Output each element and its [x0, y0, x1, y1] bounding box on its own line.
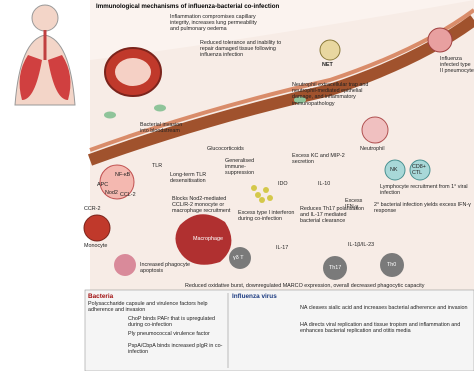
- annotation: Neutrophil extracellular trap and neutro…: [292, 82, 369, 107]
- panel-item: HA directs viral replication and tissue …: [300, 322, 461, 335]
- apc-cell: [99, 164, 135, 200]
- label: IL-17: [276, 245, 289, 251]
- label: APC: [97, 182, 109, 188]
- label: TLR: [152, 163, 163, 169]
- annotation: Excess KC and MIP-2 secretion: [292, 153, 345, 166]
- label: Neutrophil: [360, 146, 385, 152]
- title: Immunological mechanisms of influenza-ba…: [96, 3, 280, 10]
- label: Th17: [329, 265, 342, 271]
- annotation: Blocks Nod2-mediated CCL/R-2 monocyte or…: [172, 196, 231, 215]
- annotation: Excess IFN-γ: [345, 198, 363, 211]
- annotation: Bacterial invasion into bloodstream: [140, 122, 183, 135]
- label: IL-1β/IL-23: [348, 242, 375, 248]
- annotation: Reduces Th17 polarisation and IL-17 medi…: [300, 206, 365, 225]
- th17-cell: [323, 256, 347, 280]
- neutrophil-cell: [361, 116, 389, 144]
- panel-title: Bacteria: [88, 293, 114, 300]
- label: NF-κB: [115, 172, 131, 178]
- annotation: Increased phagocyte apoptosis: [140, 262, 191, 275]
- panel-item: Ply pneumococcal virulence factor: [128, 331, 210, 337]
- legend-box: [84, 289, 474, 371]
- nk-cell: [384, 159, 406, 181]
- panel-item: Polysaccharide capsule and virulence fac…: [88, 301, 208, 314]
- annotation: Reduced oxidative burst, downregulated M…: [185, 283, 425, 289]
- th0-cell: [380, 253, 404, 277]
- pneumocyte-cell: [427, 27, 453, 53]
- panel-item: ChoP binds PAFr that is upregulated duri…: [128, 316, 215, 329]
- annotation: Generalised immune-suppression: [225, 158, 255, 177]
- label: Glucocorticoids: [207, 146, 244, 152]
- apoptotic-cell: [114, 254, 136, 276]
- label: Monocyte: [84, 243, 108, 249]
- capillary-lumen: [115, 58, 151, 86]
- annotation: Inflammation compromises capillary integ…: [170, 14, 257, 33]
- monocyte-cell: [83, 214, 111, 242]
- label: IDO: [278, 181, 288, 187]
- label: IL-10: [318, 181, 331, 187]
- lungs: [14, 4, 76, 106]
- annotation: Reduced tolerance and inability to repai…: [200, 40, 282, 59]
- annotation: Influenza infected type II pneumocyte: [440, 56, 474, 75]
- annotation: Long-term TLR desensitisation: [170, 172, 207, 185]
- cytokine-dots: [251, 185, 273, 203]
- label: CCR-2: [84, 206, 101, 212]
- panel-item: NA cleaves sialic acid and increases bac…: [300, 305, 468, 311]
- label: NK: [390, 167, 398, 173]
- label: CCL-2: [120, 192, 136, 198]
- panel-title: Influenza virus: [232, 293, 277, 300]
- label: γδ T: [233, 255, 244, 261]
- macrophage-cell: [175, 214, 232, 265]
- label: NET: [322, 62, 333, 68]
- annotation: Excess type I interferon during co-infec…: [238, 210, 295, 223]
- label: CD8+ CTL: [412, 164, 426, 177]
- label: Nod2: [105, 190, 118, 196]
- net-cell: [319, 39, 341, 61]
- annotation: 2° bacterial infection yields excess IFN…: [374, 202, 471, 215]
- gdt-cell: [229, 247, 251, 269]
- panel-item: PspA/CbpA binds increased pIgR in co-inf…: [128, 343, 223, 356]
- ctl-cell: [409, 159, 431, 181]
- label: Macrophage: [193, 236, 223, 242]
- label: Th0: [387, 262, 397, 268]
- annotation: Lymphocyte recruitment from 1° viral inf…: [380, 184, 468, 197]
